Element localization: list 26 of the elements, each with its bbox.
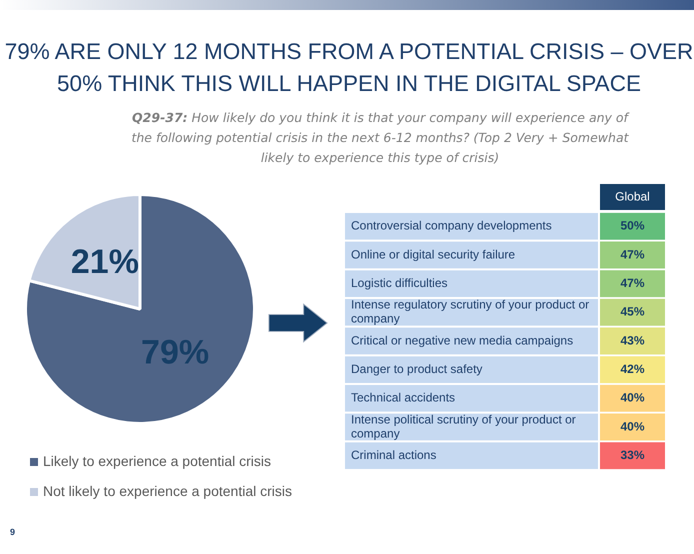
y-tick-label: Intense regulatory scrutiny of your product or company	[351, 298, 590, 326]
data-label: 40%	[620, 390, 645, 405]
data-label: 43%	[620, 333, 645, 348]
data-label: 47%	[620, 276, 645, 290]
text: Q29-37: How likely do you think it is that your company will experience any of the following potential crisis in the next 6-12 months? (Top 2 Very + Somewhat likely to experience this type of crisis)	[130, 109, 630, 167]
data-label: 45%	[620, 304, 645, 319]
data-label: 40%	[620, 419, 645, 434]
data-label: 42%	[620, 362, 645, 376]
data-label: 79%	[141, 334, 210, 372]
legend-label: Not likely to experience a potential crisis	[42, 482, 292, 501]
data-label: 21%	[70, 243, 139, 282]
y-tick-label: Online or digital security failure	[351, 247, 516, 262]
y-tick-label: Danger to product safety	[351, 362, 482, 376]
x-tick-label: Global	[615, 189, 650, 204]
y-tick-label: Logistic difficulties	[351, 276, 448, 290]
y-tick-label: Critical or negative new media campaigns	[351, 333, 574, 348]
y-tick-label: Criminal actions	[351, 448, 436, 462]
data-label: 47%	[620, 247, 645, 262]
y-tick-label: Intense political scrutiny of your product or company	[351, 412, 576, 440]
y-tick-label: Controversial company developments	[351, 218, 552, 233]
data-label: 33%	[620, 448, 645, 462]
data-label: 50%	[620, 218, 645, 233]
y-tick-label: Technical accidents	[351, 390, 456, 405]
text: 9	[10, 527, 16, 537]
legend-label: Likely to experience a potential crisis	[42, 452, 272, 471]
text: 79% ARE ONLY 12 MONTHS FROM A POTENTIAL CRISIS – OVER 50% THINK THIS WILL HAPPEN IN THE DIGITAL SPACE	[4, 38, 694, 98]
